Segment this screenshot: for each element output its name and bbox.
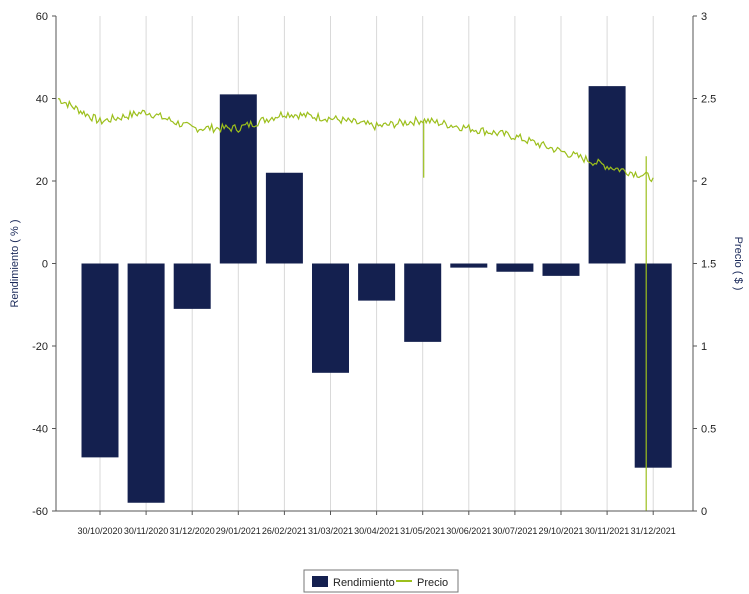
legend-label-precio: Precio [417, 577, 448, 589]
bar-29/01/2021 [219, 94, 257, 264]
bar-30/11/2020 [127, 263, 165, 503]
bar-31/05/2021 [404, 263, 442, 342]
x-tick-label: 31/12/2021 [631, 526, 676, 536]
right-axis-title: Precio ( $ ) [732, 237, 744, 291]
left-tick-label: 40 [36, 94, 48, 106]
bar-30/10/2020 [81, 263, 119, 458]
left-axis-title-group: Rendimiento ( % ) [9, 219, 21, 307]
bar-30/11/2021 [588, 86, 626, 264]
line-series-precio [57, 98, 654, 511]
left-tick-label: -20 [32, 341, 48, 353]
bar-30/04/2021 [358, 263, 396, 301]
left-tick-label: -60 [32, 506, 48, 518]
precio-line-path [57, 98, 654, 183]
bar-30/07/2021 [496, 263, 534, 272]
bar-29/10/2021 [542, 263, 580, 276]
left-tick-label: 60 [36, 11, 48, 23]
x-tick-label: 30/06/2021 [446, 526, 491, 536]
bar-31/12/2020 [173, 263, 211, 309]
x-tick-label: 30/07/2021 [492, 526, 537, 536]
bar-26/02/2021 [265, 172, 303, 264]
x-tick-label: 30/10/2020 [77, 526, 122, 536]
right-tick-label: 1 [701, 341, 707, 353]
right-tick-label: 1.5 [701, 259, 716, 271]
x-tick-label: 30/11/2020 [124, 526, 168, 536]
x-tick-label: 29/01/2021 [216, 526, 261, 536]
right-tick-label: 2.5 [701, 94, 716, 106]
legend: Rendimiento Precio [303, 569, 459, 593]
right-tick-label: 0 [701, 506, 707, 518]
left-tick-label: -40 [32, 424, 48, 436]
x-tick-label: 30/04/2021 [354, 526, 399, 536]
x-tick-label: 31/03/2021 [308, 526, 353, 536]
bar-31/12/2021 [634, 263, 672, 468]
right-tick-label: 3 [701, 11, 707, 23]
legend-box [303, 569, 459, 593]
chart-axes: 30/10/2020 30/11/2020 31/12/2020 29/01/2021… [32, 11, 716, 536]
bar-31/03/2021 [312, 263, 349, 373]
right-tick-label: 0.5 [701, 424, 716, 436]
bar-series-rendimiento [81, 86, 672, 503]
left-tick-label: 0 [42, 259, 48, 271]
x-tick-label: 31/05/2021 [400, 526, 445, 536]
x-tick-label: 30/11/2021 [585, 526, 629, 536]
bar-30/06/2021 [450, 263, 488, 268]
x-tick-label: 26/02/2021 [262, 526, 307, 536]
x-tick-label: 29/10/2021 [538, 526, 583, 536]
x-tick-label: 31/12/2020 [170, 526, 215, 536]
legend-swatch-rendimiento [312, 576, 328, 587]
legend-label-rendimiento: Rendimiento [333, 577, 395, 589]
left-axis-title: Rendimiento ( % ) [9, 219, 21, 307]
left-tick-label: 20 [36, 176, 48, 188]
right-axis-title-group: Precio ( $ ) [732, 237, 744, 291]
right-tick-label: 2 [701, 176, 707, 188]
